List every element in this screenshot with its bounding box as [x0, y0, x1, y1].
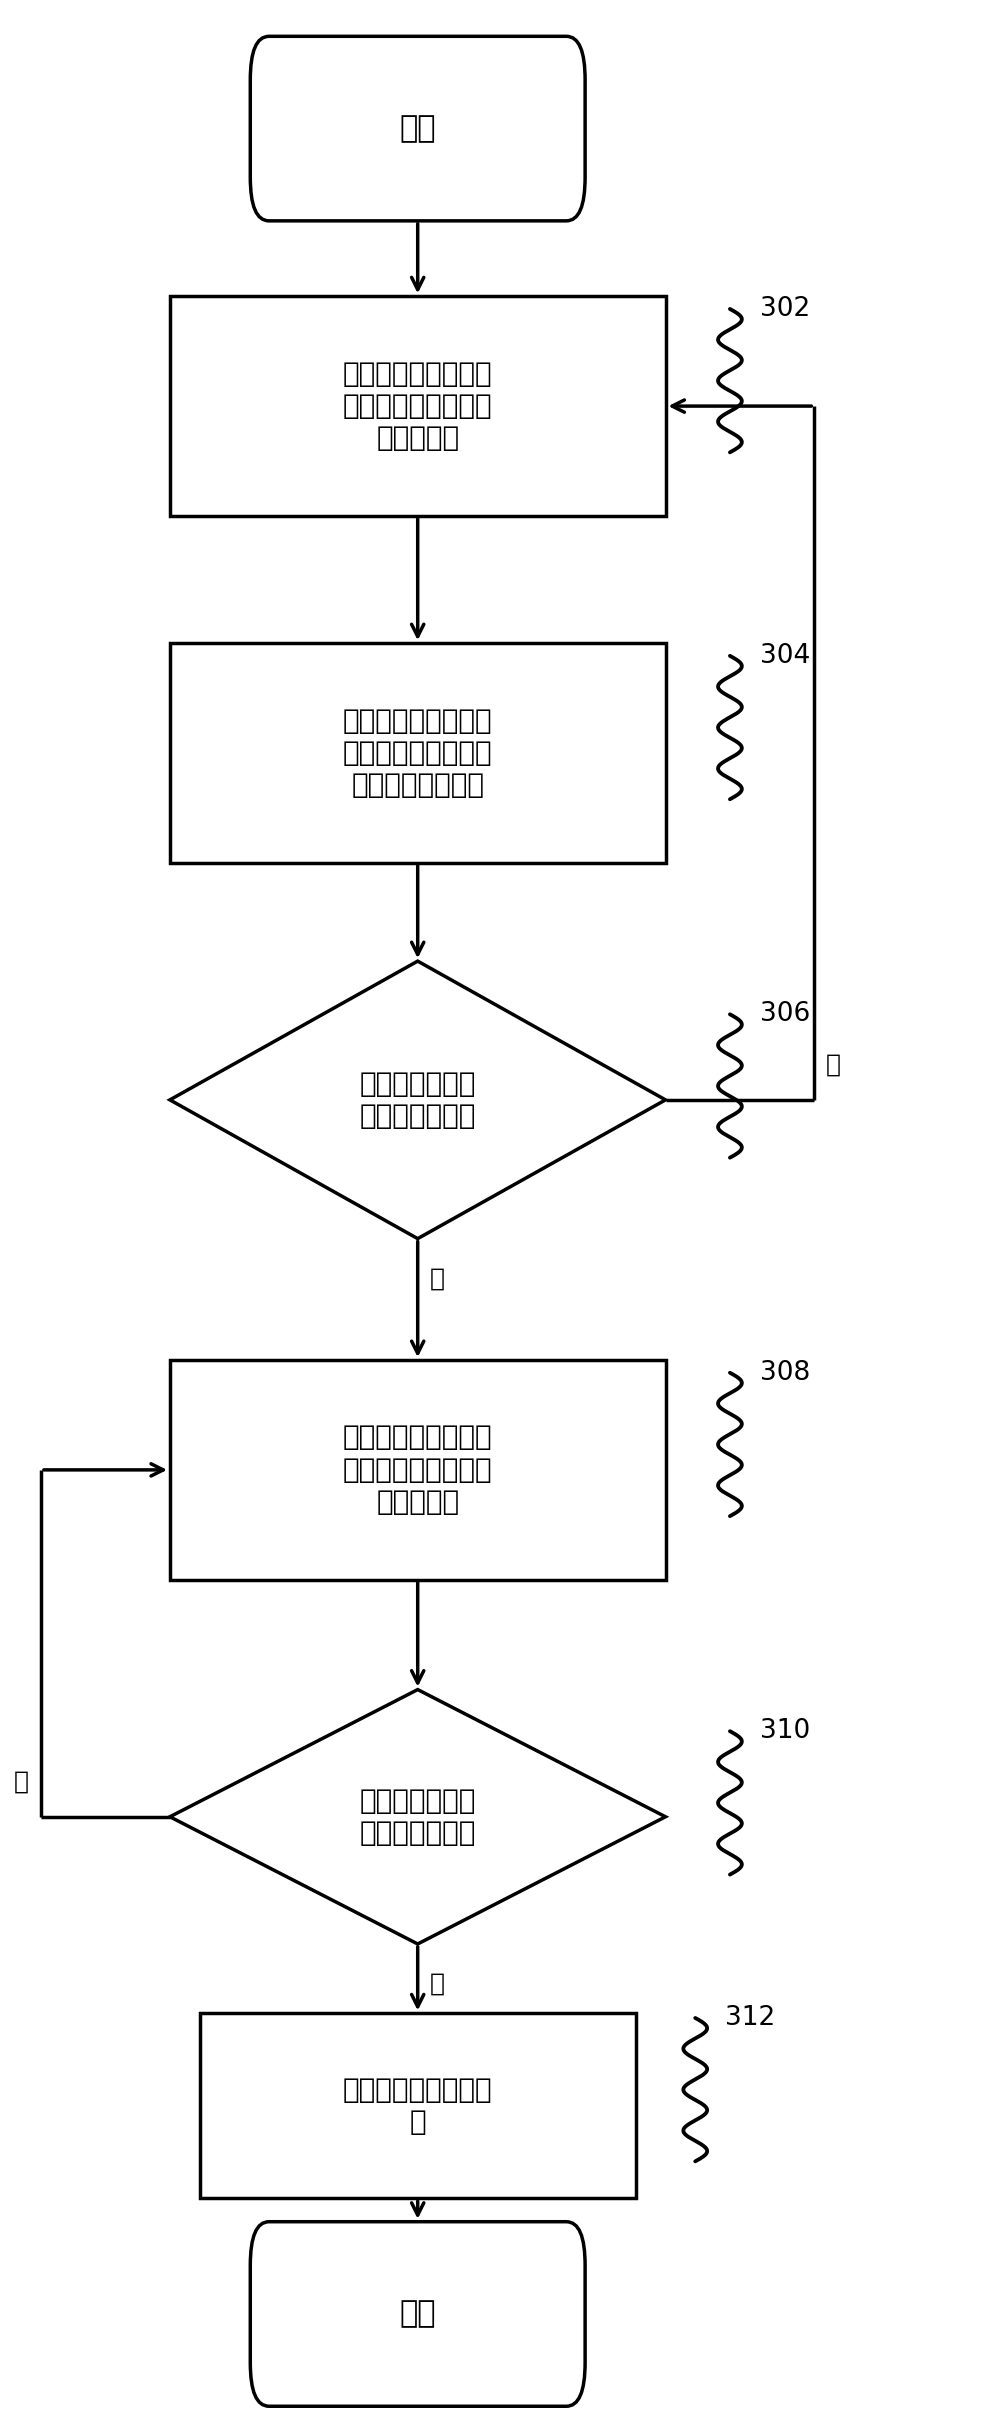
Text: 302: 302: [759, 297, 810, 321]
Bar: [170, 297, 666, 515]
Text: 312: 312: [725, 2006, 775, 2030]
Text: 308: 308: [759, 1359, 810, 1386]
Text: 结束: 结束: [400, 2300, 436, 2329]
Text: 304: 304: [759, 642, 810, 669]
Text: 关闭水阀，处理残余
水: 关闭水阀，处理残余 水: [343, 2076, 492, 2137]
FancyBboxPatch shape: [250, 2222, 585, 2407]
Text: 腔体温度是否达
到指定切换温度: 腔体温度是否达 到指定切换温度: [360, 1070, 476, 1130]
Polygon shape: [170, 960, 666, 1240]
Text: 减少供水量，让发热
管通断运行（即非满
功率运行）: 减少供水量，让发热 管通断运行（即非满 功率运行）: [343, 1425, 492, 1517]
Text: 是: 是: [429, 1267, 444, 1291]
Text: 开始: 开始: [400, 114, 436, 143]
Polygon shape: [170, 1690, 666, 1945]
Text: 剩余烹饪时间是
否小于预定时间: 剩余烹饪时间是 否小于预定时间: [360, 1787, 476, 1848]
Text: 否: 否: [14, 1770, 29, 1794]
Text: 否: 否: [826, 1053, 841, 1077]
Bar: [200, 2013, 636, 2198]
Bar: [170, 1359, 666, 1580]
Text: 蒸汽发生器满功率运
行，以最快的速度提
升烹饪腔体的温度: 蒸汽发生器满功率运 行，以最快的速度提 升烹饪腔体的温度: [343, 707, 492, 800]
Bar: [170, 644, 666, 863]
Text: 是: 是: [429, 1972, 444, 1996]
Text: 306: 306: [759, 1002, 810, 1028]
Text: 310: 310: [759, 1719, 810, 1743]
FancyBboxPatch shape: [250, 36, 585, 221]
Text: 先将水阀水路导通，
然后水泵往系统管道
进行预送水: 先将水阀水路导通， 然后水泵往系统管道 进行预送水: [343, 360, 492, 452]
